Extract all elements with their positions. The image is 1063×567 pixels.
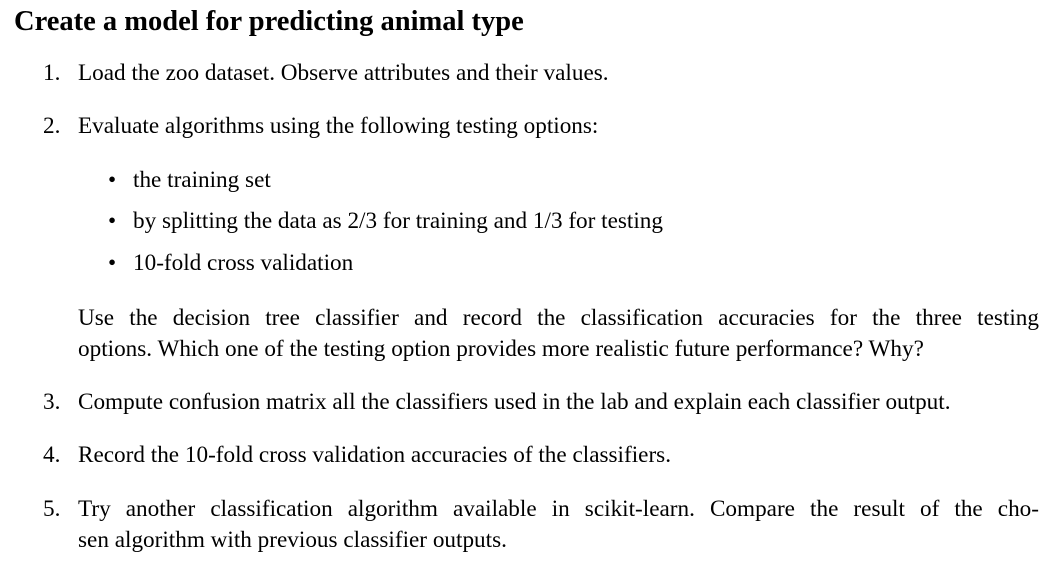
bullet-text: 10-fold cross validation: [133, 250, 354, 276]
item-text: sen algorithm with previous classifier o…: [78, 527, 507, 553]
bullet-text: by splitting the data as 2/3 for trainin…: [133, 208, 663, 234]
item-number: 5.: [43, 496, 61, 522]
item-text: Load the zoo dataset. Observe attributes…: [78, 60, 609, 86]
bullet-icon: •: [108, 167, 117, 193]
bullet-text: the training set: [133, 167, 271, 193]
item-text: Evaluate algorithms using the following …: [78, 113, 599, 139]
item-followup-line: Use the decision tree classifier and rec…: [78, 305, 1039, 331]
item-number: 1.: [43, 60, 61, 86]
item-text: Try another classification algorithm ava…: [78, 496, 1039, 522]
item-text: Record the 10-fold cross validation accu…: [78, 442, 671, 468]
page-title: Create a model for predicting animal typ…: [14, 6, 524, 37]
item-number: 2.: [43, 113, 61, 139]
item-text: Compute confusion matrix all the classif…: [78, 389, 951, 415]
item-number: 3.: [43, 389, 61, 415]
item-number: 4.: [43, 442, 61, 468]
bullet-icon: •: [108, 250, 117, 276]
bullet-icon: •: [108, 208, 117, 234]
item-followup-line: options. Which one of the testing option…: [78, 336, 924, 362]
